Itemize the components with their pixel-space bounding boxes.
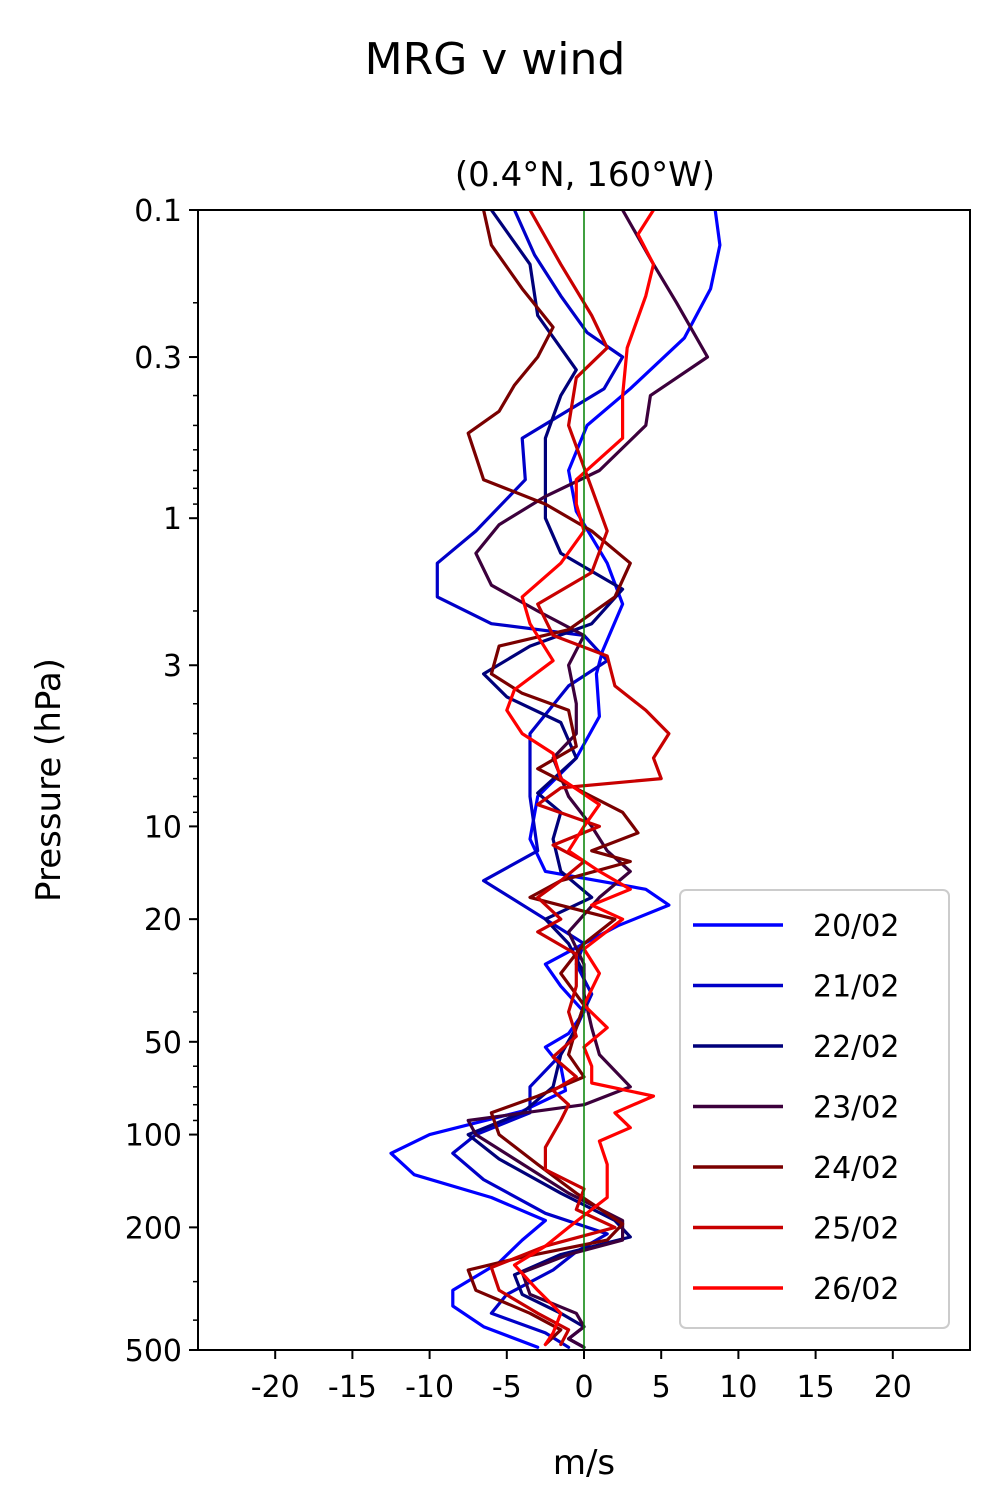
legend-label-6: 26/02 [813, 1272, 899, 1307]
x-axis-label: m/s [553, 1443, 615, 1483]
x-tick-label: 15 [797, 1370, 835, 1405]
x-tick-label: 20 [874, 1370, 912, 1405]
y-tick-label: 500 [125, 1334, 182, 1369]
y-tick-label: 200 [125, 1211, 182, 1246]
legend-box [679, 889, 950, 1329]
x-tick-label: -10 [405, 1370, 454, 1405]
legend-label-1: 21/02 [813, 970, 899, 1005]
x-axis-ticks: -20 -15 -10 -5 0 5 10 15 20 [251, 1350, 912, 1405]
y-tick-label: 10 [144, 810, 182, 845]
chart-subtitle: (0.4°N, 160°W) [455, 155, 715, 195]
chart-title: MRG v wind [365, 34, 626, 85]
y-tick-label: 1 [163, 502, 182, 537]
legend-label-3: 23/02 [813, 1091, 899, 1126]
y-tick-label: 20 [144, 903, 182, 938]
x-tick-label: -15 [328, 1370, 377, 1405]
series-layer [389, 210, 722, 1349]
series-line-5 [489, 210, 671, 1347]
legend-label-0: 20/02 [813, 909, 899, 944]
y-tick-label: 0.1 [134, 194, 182, 229]
series-line-6 [505, 210, 656, 1347]
y-tick-label: 50 [144, 1026, 182, 1061]
y-axis-label: Pressure (hPa) [29, 658, 69, 902]
series-line-3 [466, 210, 710, 1349]
legend-label-2: 22/02 [813, 1030, 899, 1065]
legend-label-5: 25/02 [813, 1212, 899, 1247]
y-tick-label: 100 [125, 1119, 182, 1154]
series-line-1 [435, 210, 625, 1349]
legend-label-4: 24/02 [813, 1151, 899, 1186]
y-axis-ticks: 0.1 0.3 1 3 10 20 50 100 200 500 [125, 194, 198, 1369]
x-tick-label: 5 [652, 1370, 671, 1405]
x-tick-label: 10 [719, 1370, 757, 1405]
x-tick-label: -20 [251, 1370, 300, 1405]
legend: 20/02 21/02 22/02 23/02 24/02 25/02 26/02 [679, 889, 950, 1329]
legend-items: 20/02 21/02 22/02 23/02 24/02 25/02 26/02 [693, 909, 899, 1307]
y-tick-label: 3 [163, 649, 182, 684]
y-tick-label: 0.3 [134, 341, 182, 376]
x-tick-label: 0 [574, 1370, 593, 1405]
x-tick-label: -5 [492, 1370, 522, 1405]
